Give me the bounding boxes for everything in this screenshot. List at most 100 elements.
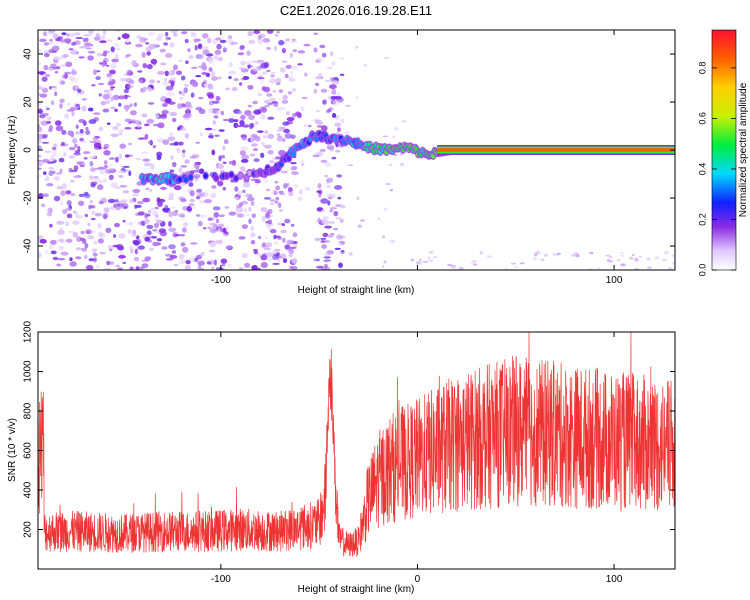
noise-speck	[552, 252, 558, 257]
noise-speck	[336, 174, 343, 178]
noise-speck	[217, 163, 225, 170]
noise-speck	[79, 129, 84, 134]
noise-speck	[329, 207, 337, 210]
noise-speck	[112, 94, 120, 100]
noise-speck	[74, 32, 81, 36]
noise-speck	[284, 133, 293, 139]
noise-speck	[187, 48, 191, 52]
noise-speck	[214, 134, 220, 137]
noise-speck	[90, 183, 96, 188]
noise-speck	[95, 33, 100, 38]
noise-speck	[44, 250, 49, 255]
noise-speck	[247, 196, 255, 202]
noise-speck	[153, 222, 160, 228]
noise-speck	[65, 221, 69, 227]
noise-speck	[49, 39, 53, 42]
noise-speck	[142, 197, 151, 203]
noise-speck	[263, 86, 270, 93]
noise-speck	[201, 64, 208, 71]
noise-speck	[288, 190, 294, 197]
noise-speck	[260, 152, 265, 158]
noise-speck	[286, 182, 290, 187]
noise-speck	[68, 146, 76, 151]
noise-speck	[150, 207, 155, 211]
noise-speck	[57, 258, 66, 261]
noise-speck	[271, 249, 278, 255]
noise-speck	[189, 242, 198, 245]
spectrogram-y-axis-label: Frequency (Hz)	[7, 116, 18, 185]
noise-speck	[52, 170, 56, 175]
noise-speck	[280, 229, 287, 234]
noise-speck	[290, 166, 294, 171]
noise-speck	[84, 42, 92, 47]
noise-speck	[260, 207, 268, 212]
noise-speck	[88, 30, 94, 35]
noise-speck	[583, 286, 589, 288]
noise-speck	[269, 160, 275, 164]
noise-speck	[141, 263, 149, 268]
noise-speck	[285, 38, 291, 42]
noise-speck	[449, 284, 453, 287]
noise-speck	[137, 246, 141, 250]
noise-speck	[155, 214, 160, 219]
noise-speck	[154, 206, 159, 210]
noise-speck	[127, 142, 133, 146]
noise-speck	[290, 223, 295, 227]
colorbar-tick-label: 0.0	[697, 264, 707, 277]
noise-speck	[239, 45, 245, 51]
noise-speck	[102, 93, 111, 100]
noise-speck	[194, 175, 198, 182]
noise-speck	[332, 113, 337, 118]
noise-speck	[49, 86, 52, 90]
noise-speck	[546, 275, 552, 279]
noise-speck	[173, 234, 181, 237]
noise-speck	[105, 227, 112, 233]
noise-speck	[292, 49, 298, 53]
noise-speck	[127, 154, 133, 157]
noise-speck	[267, 133, 275, 139]
noise-speck	[169, 255, 178, 259]
noise-speck	[287, 246, 292, 252]
noise-speck	[146, 51, 151, 56]
noise-speck	[81, 247, 88, 252]
noise-speck	[68, 48, 74, 51]
noise-speck	[667, 267, 672, 270]
noise-speck	[197, 267, 205, 270]
noise-speck	[297, 112, 302, 119]
noise-speck	[59, 39, 67, 43]
noise-speck	[124, 127, 132, 130]
noise-speck	[98, 126, 104, 132]
noise-speck	[238, 236, 246, 240]
noise-speck	[149, 188, 153, 192]
noise-speck	[247, 64, 251, 69]
noise-speck	[42, 193, 49, 198]
noise-speck	[276, 133, 281, 136]
noise-speck	[157, 242, 161, 246]
noise-speck	[255, 135, 261, 142]
noise-speck	[631, 254, 635, 256]
noise-speck	[129, 221, 133, 226]
noise-speck	[276, 129, 284, 132]
noise-speck	[160, 62, 167, 66]
noise-speck	[135, 157, 142, 161]
noise-speck	[121, 33, 130, 39]
noise-speck	[666, 276, 670, 278]
noise-speck	[115, 264, 120, 268]
noise-speck	[129, 266, 134, 270]
noise-speck	[169, 77, 175, 81]
noise-speck	[240, 60, 247, 66]
noise-speck	[112, 126, 119, 131]
noise-speck	[634, 257, 639, 262]
noise-speck	[44, 73, 51, 78]
noise-speck	[103, 207, 110, 214]
noise-speck	[420, 281, 424, 283]
noise-speck	[264, 130, 269, 134]
noise-speck	[340, 241, 346, 245]
noise-speck	[427, 256, 431, 259]
noise-speck	[144, 218, 150, 224]
y-tick-label: -20	[23, 190, 34, 205]
noise-speck	[383, 207, 388, 211]
noise-speck	[284, 73, 289, 79]
noise-speck	[79, 46, 87, 49]
